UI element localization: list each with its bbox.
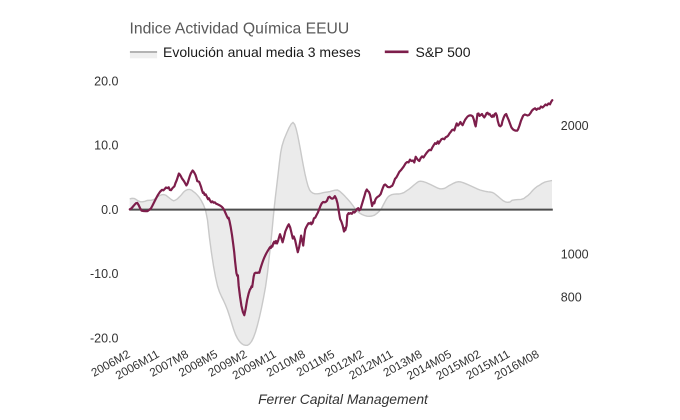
svg-text:Evolución anual media 3 meses: Evolución anual media 3 meses <box>163 44 361 60</box>
svg-text:10.0: 10.0 <box>94 139 118 153</box>
svg-text:-10.0: -10.0 <box>90 267 119 281</box>
svg-text:Ferrer Capital Management: Ferrer Capital Management <box>258 391 429 407</box>
svg-text:1000: 1000 <box>561 248 589 262</box>
svg-text:20.0: 20.0 <box>94 75 118 89</box>
svg-text:S&P 500: S&P 500 <box>416 44 471 60</box>
svg-text:-20.0: -20.0 <box>90 331 119 345</box>
svg-text:0.0: 0.0 <box>101 203 118 217</box>
svg-text:800: 800 <box>561 291 582 305</box>
svg-text:Indice Actividad Química EEUU: Indice Actividad Química EEUU <box>130 21 350 38</box>
svg-text:2000: 2000 <box>561 119 589 133</box>
